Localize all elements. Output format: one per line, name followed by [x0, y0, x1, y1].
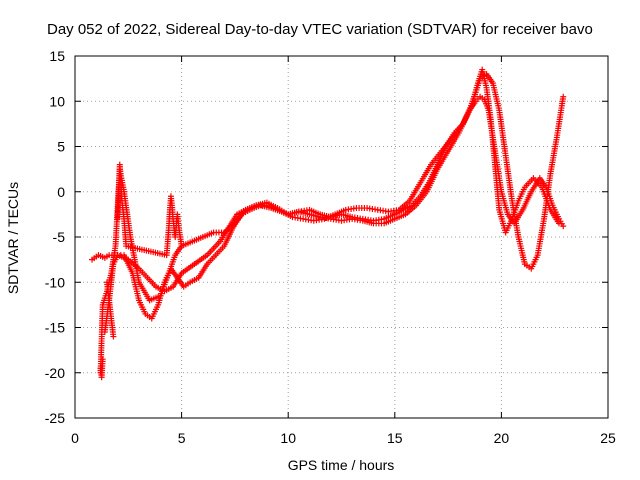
y-tick-label: -25: [45, 410, 65, 426]
y-tick-label: 15: [49, 48, 65, 64]
series-spikes: [97, 161, 185, 381]
data-point: [560, 93, 567, 100]
x-tick-label: 25: [600, 430, 616, 446]
data-point: [555, 220, 562, 227]
plot-border: [74, 55, 609, 419]
data-point: [560, 223, 567, 230]
data-points: [89, 66, 567, 381]
x-tick-label: 0: [71, 430, 79, 446]
x-tick-label: 20: [494, 430, 510, 446]
data-point: [176, 227, 183, 234]
data-point: [178, 240, 185, 247]
y-tick-label: 10: [49, 93, 65, 109]
x-axis-ticks: 0 5 10 15 20 25: [71, 56, 616, 446]
x-tick-label: 5: [178, 430, 186, 446]
x-axis-label: GPS time / hours: [288, 457, 395, 473]
y-tick-label: -10: [45, 274, 65, 290]
grid-lines: [75, 56, 608, 418]
y-tick-label: -15: [45, 320, 65, 336]
data-point: [110, 331, 117, 338]
y-tick-label: -20: [45, 365, 65, 381]
y-axis-label: SDTVAR / TECUs: [5, 182, 21, 294]
x-tick-label: 15: [387, 430, 403, 446]
y-tick-label: -5: [53, 229, 66, 245]
series-track-a: [89, 93, 567, 295]
chart-title: Day 052 of 2022, Sidereal Day-to-day VTE…: [47, 21, 593, 38]
x-tick-label: 10: [280, 430, 296, 446]
y-tick-label: 0: [57, 184, 65, 200]
y-tick-label: 5: [57, 139, 65, 155]
data-point: [99, 358, 106, 365]
y-axis-ticks: -25 -20 -15 -10 -5 0 5 10 15: [45, 48, 608, 426]
